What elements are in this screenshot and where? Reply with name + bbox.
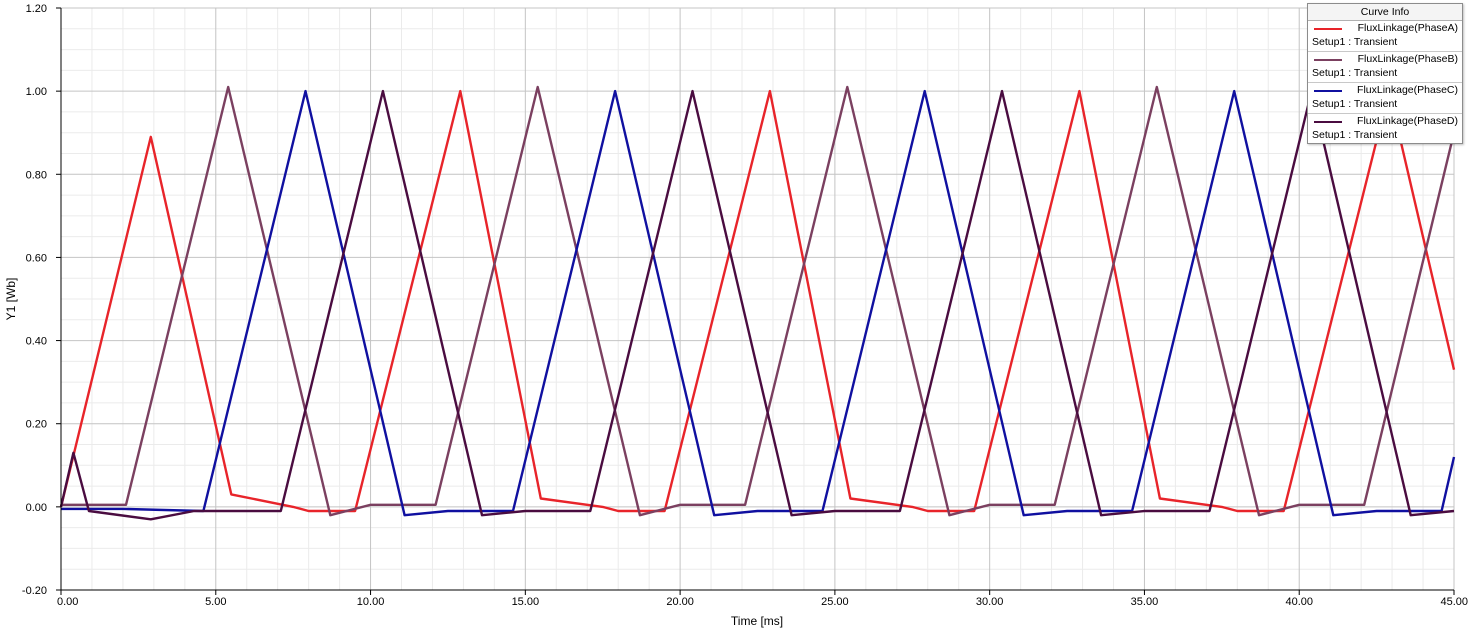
x-tick-labels: 0.00 5.00 10.00 15.00 20.00 25.00 30.00 35.00 40…: [57, 596, 1468, 608]
y-tick-labels: -0.20 0.00 0.20 0.40 0.60 0.80 1.00 1.20: [22, 3, 47, 597]
y-tick-label: 1.00: [26, 86, 47, 98]
series-line-phase-b: [61, 85, 1456, 517]
legend-setup-label: Setup1 : Transient: [1312, 129, 1398, 141]
legend-series-name: FluxLinkage(PhaseA): [1357, 22, 1458, 34]
x-tick-label: 0.00: [57, 596, 78, 608]
legend-item[interactable]: FluxLinkage(PhaseD) Setup1 : Transient: [1308, 114, 1462, 144]
legend-item[interactable]: FluxLinkage(PhaseA) Setup1 : Transient: [1308, 21, 1462, 52]
legend-item[interactable]: FluxLinkage(PhaseC) Setup1 : Transient: [1308, 83, 1462, 114]
y-tick-label: 0.40: [26, 336, 47, 348]
y-axis-title: Y1 [Wb]: [4, 278, 18, 321]
legend-swatch: [1314, 121, 1342, 123]
legend-swatch: [1314, 28, 1342, 30]
x-tick-label: 15.00: [512, 596, 540, 608]
x-tick-label: 35.00: [1131, 596, 1159, 608]
y-tick-label: 0.20: [26, 419, 47, 431]
axes: [60, 8, 1454, 591]
y-tick-label: 1.20: [26, 3, 47, 15]
legend-setup-label: Setup1 : Transient: [1312, 67, 1398, 79]
legend-series-name: FluxLinkage(PhaseD): [1357, 115, 1458, 127]
legend-title: Curve Info: [1308, 4, 1462, 21]
legend[interactable]: Curve Info FluxLinkage(PhaseA) Setup1 : T…: [1307, 3, 1463, 144]
x-axis-title: Time [ms]: [731, 614, 783, 628]
x-tick-label: 20.00: [666, 596, 694, 608]
series-line-phase-d: [59, 89, 1455, 521]
y-tick-label: 0.80: [26, 169, 47, 181]
x-tick-label: 25.00: [821, 596, 849, 608]
legend-items: FluxLinkage(PhaseA) Setup1 : Transient Flu…: [1308, 21, 1462, 144]
legend-series-name: FluxLinkage(PhaseB): [1357, 53, 1458, 65]
legend-item[interactable]: FluxLinkage(PhaseB) Setup1 : Transient: [1308, 52, 1462, 83]
legend-swatch: [1314, 90, 1342, 92]
legend-series-name: FluxLinkage(PhaseC): [1357, 84, 1458, 96]
legend-setup-label: Setup1 : Transient: [1312, 36, 1398, 48]
x-tick-label: 30.00: [976, 596, 1004, 608]
y-tick-label: 0.60: [26, 252, 47, 264]
x-tick-label: 5.00: [205, 596, 226, 608]
x-tick-label: 45.00: [1440, 596, 1468, 608]
legend-setup-label: Setup1 : Transient: [1312, 98, 1398, 110]
y-tick-label: -0.20: [22, 585, 47, 597]
series-layer: [59, 85, 1456, 521]
y-tick-label: 0.00: [26, 502, 47, 514]
legend-swatch: [1314, 59, 1342, 61]
series-line-phase-a: [59, 89, 1456, 513]
x-tick-label: 40.00: [1285, 596, 1313, 608]
x-tick-label: 10.00: [357, 596, 385, 608]
